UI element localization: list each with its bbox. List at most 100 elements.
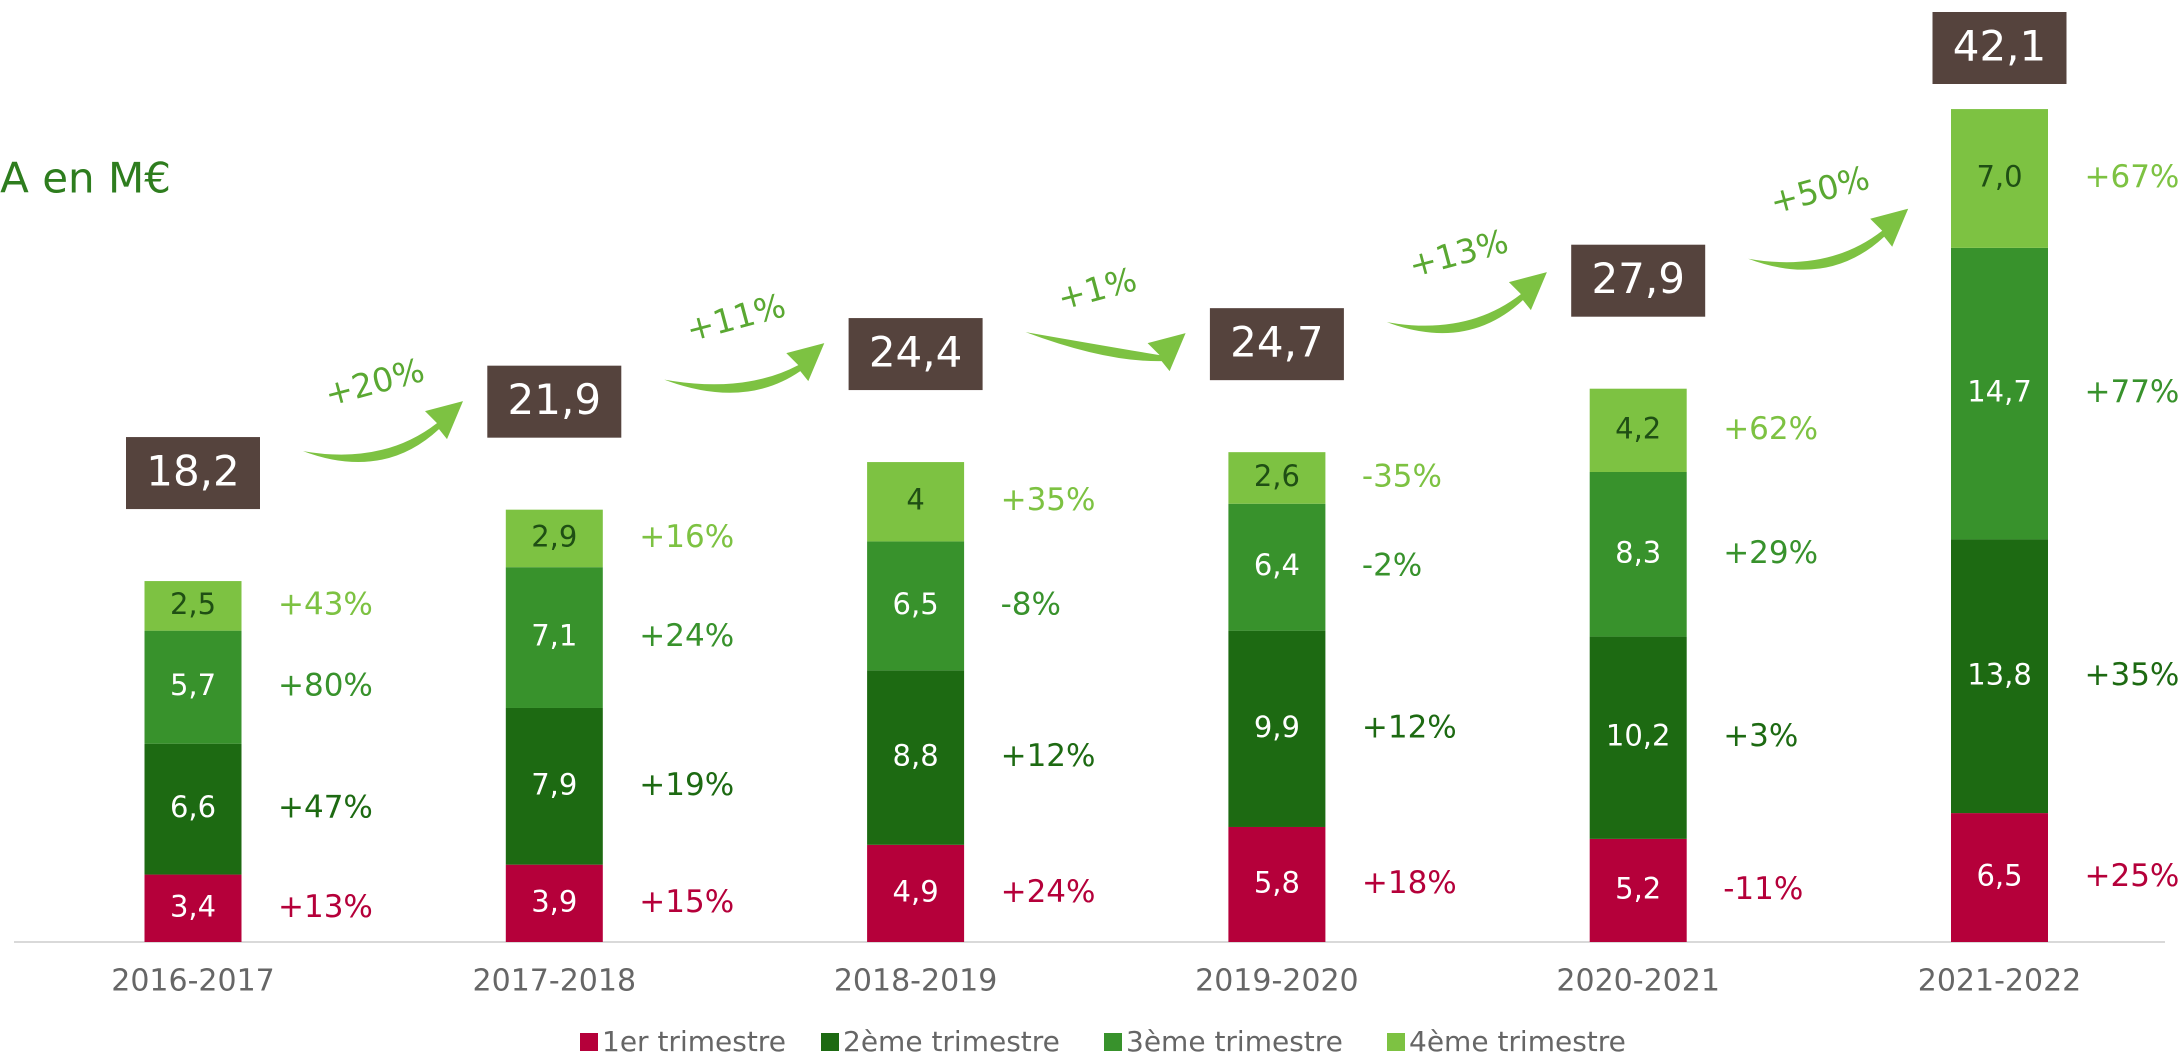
value-label: 5,8 — [1254, 865, 1300, 899]
x-tick-label: 2020-2021 — [1556, 964, 1720, 999]
value-label: 8,3 — [1615, 535, 1661, 569]
x-tick-label: 2021-2022 — [1918, 964, 2082, 999]
change-label: +80% — [278, 668, 373, 704]
value-label: 3,9 — [531, 884, 577, 918]
chart-title: CA en M€ — [0, 154, 171, 203]
bar-segment — [1951, 813, 2048, 942]
bar-segment — [505, 567, 603, 708]
change-label: +13% — [278, 889, 373, 925]
bar-segment — [867, 670, 965, 845]
growth-arrow — [664, 343, 825, 393]
arrow-shape — [1386, 272, 1547, 334]
change-label: +35% — [2085, 657, 2180, 693]
change-label: +24% — [639, 618, 734, 654]
change-label: -35% — [1362, 458, 1442, 494]
change-label: +18% — [1362, 865, 1457, 901]
change-label: +16% — [639, 519, 734, 555]
change-label: -11% — [1723, 871, 1803, 907]
total-label: 24,4 — [869, 328, 963, 377]
growth-arrow — [303, 401, 463, 463]
bar-segment — [144, 743, 242, 875]
growth-arrow — [1025, 332, 1186, 372]
value-label: 5,2 — [1615, 871, 1661, 905]
x-tick-label: 2017-2018 — [473, 964, 637, 999]
change-label: +25% — [2085, 858, 2180, 894]
bar-segment — [1589, 471, 1687, 637]
growth-label: +20% — [321, 350, 429, 414]
bar-segment — [505, 864, 603, 942]
total-box — [1209, 308, 1344, 381]
bar-segment — [1589, 388, 1687, 472]
legend-swatch — [1387, 1033, 1405, 1051]
change-label: +12% — [1001, 738, 1096, 774]
bar-segment — [505, 707, 603, 865]
legend-swatch — [1104, 1033, 1122, 1051]
change-label: +77% — [2085, 374, 2180, 410]
value-label: 4,9 — [893, 874, 939, 908]
change-label: +29% — [1723, 535, 1818, 571]
value-label: 2,6 — [1254, 459, 1300, 493]
change-label: +12% — [1362, 709, 1457, 745]
change-label: +67% — [2085, 159, 2180, 195]
bar-segment — [1951, 247, 2048, 540]
value-label: 8,8 — [893, 739, 939, 773]
total-box — [1932, 12, 2067, 84]
value-label: 6,4 — [1254, 548, 1300, 582]
bar-segment — [1228, 503, 1326, 631]
arrow-shape — [664, 343, 825, 393]
total-box — [487, 365, 622, 438]
value-label: 6,5 — [893, 587, 939, 621]
bar-segment — [1951, 109, 2048, 248]
growth-arrow — [1386, 272, 1547, 334]
change-label: +3% — [1723, 718, 1798, 754]
value-label: 2,9 — [531, 519, 577, 553]
legend-label: 3ème trimestre — [1126, 1025, 1343, 1056]
total-label: 18,2 — [146, 447, 240, 496]
change-label: +62% — [1723, 411, 1818, 447]
growth-label: +1% — [1053, 259, 1140, 317]
value-label: 10,2 — [1606, 719, 1671, 753]
legend-label: 1er trimestre — [602, 1025, 786, 1056]
change-label: -8% — [1001, 586, 1061, 622]
change-label: +19% — [639, 767, 734, 803]
change-label: +35% — [1001, 482, 1096, 518]
arrow-shape — [1025, 332, 1186, 372]
change-label: +15% — [639, 884, 734, 920]
bar-segment — [1228, 826, 1326, 942]
x-tick-label: 2016-2017 — [111, 964, 275, 999]
bar-segment — [1589, 636, 1687, 839]
change-label: -2% — [1362, 548, 1422, 584]
value-label: 5,7 — [170, 668, 216, 702]
total-box — [1571, 244, 1706, 317]
value-label: 14,7 — [1967, 375, 2032, 409]
legend-swatch — [580, 1033, 598, 1051]
legend-label: 2ème trimestre — [843, 1025, 1060, 1056]
value-label: 2,5 — [170, 587, 216, 621]
total-box — [126, 437, 260, 510]
total-label: 24,7 — [1230, 318, 1324, 367]
arrow-shape — [303, 401, 463, 463]
value-label: 7,9 — [531, 767, 577, 801]
growth-label: +13% — [1405, 221, 1513, 285]
bar-segment — [1589, 838, 1687, 942]
bar-segment — [1951, 539, 2048, 814]
bar-segment — [144, 874, 242, 942]
growth-arrow — [1748, 208, 1909, 270]
bar-segment — [144, 581, 242, 631]
legend-swatch — [821, 1033, 839, 1051]
value-label: 7,0 — [1976, 159, 2022, 193]
x-tick-label: 2019-2020 — [1195, 964, 1359, 999]
value-label: 4,2 — [1615, 411, 1661, 445]
x-tick-label: 2018-2019 — [834, 964, 998, 999]
change-label: +24% — [1001, 874, 1096, 910]
growth-label: +11% — [682, 286, 790, 350]
bar-segment — [1228, 630, 1326, 827]
bar-segment — [867, 844, 965, 942]
value-label: 6,6 — [170, 790, 216, 824]
bar-segment — [144, 630, 242, 744]
value-label: 9,9 — [1254, 710, 1300, 744]
legend-label: 4ème trimestre — [1409, 1025, 1626, 1056]
bar-segment — [867, 462, 965, 542]
value-label: 6,5 — [1976, 859, 2022, 893]
total-label: 42,1 — [1953, 22, 2047, 71]
